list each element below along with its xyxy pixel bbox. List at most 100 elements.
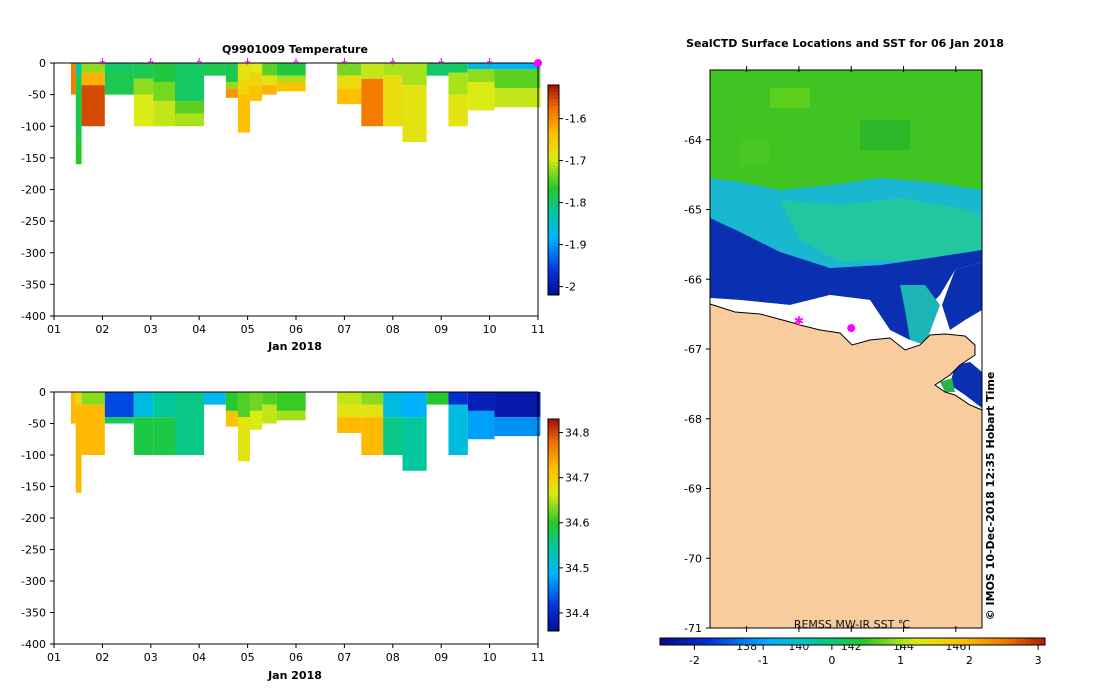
map-colorbar-segment	[785, 638, 791, 645]
profile-cell	[153, 81, 175, 101]
y-tick-label: -300	[21, 575, 46, 588]
map-colorbar-tick-label: -1	[758, 654, 769, 667]
y-tick-label: -300	[21, 247, 46, 260]
profile-cell	[237, 94, 251, 133]
colorbar-segment	[548, 235, 559, 240]
profile-cell	[467, 392, 495, 411]
map-colorbar-segment	[968, 638, 974, 645]
colorbar-segment	[548, 291, 559, 296]
map-colorbar-segment	[717, 638, 724, 645]
salinity-colorbar-frame	[547, 418, 560, 632]
x-tick-label: 04	[192, 651, 206, 664]
temperature-y-ticks: 0 -50 -100 -150 -200 -250 -300 -350 -400	[21, 57, 54, 323]
profile-cell	[467, 410, 495, 440]
profile-cell	[383, 392, 403, 418]
colorbar-segment	[548, 570, 559, 575]
map-colorbar-tick-label: 3	[1035, 654, 1042, 667]
colorbar-segment	[548, 606, 559, 611]
map-colorbar-segment	[664, 638, 671, 645]
colorbar-segment	[548, 137, 559, 142]
map-colorbar-segment	[804, 638, 810, 645]
colorbar-segment	[548, 567, 559, 572]
profile-cell	[448, 63, 468, 73]
temperature-cells	[70, 63, 541, 165]
y-tick-label: -200	[21, 512, 46, 525]
profile-cell	[104, 63, 134, 73]
map-colorbar-segment	[891, 638, 897, 645]
colorbar-segment	[548, 461, 559, 466]
profile-cell	[75, 75, 82, 139]
colorbar-segment	[548, 563, 559, 568]
colorbar-segment	[548, 221, 559, 226]
map-colorbar-segment	[818, 638, 825, 645]
y-tick-label: -250	[21, 215, 46, 228]
profile-cell	[153, 63, 175, 82]
map-colorbar-segment	[992, 638, 998, 645]
profile-marker	[341, 58, 347, 65]
map-colorbar-segment	[823, 638, 829, 645]
colorbar-segment	[548, 256, 559, 261]
profile-marker-current	[534, 59, 542, 67]
y-tick-label: -350	[21, 607, 46, 620]
colorbar-segment	[548, 144, 559, 149]
colorbar-tick-label: 34.6	[565, 517, 590, 530]
map-y-tick-label: -67	[684, 343, 702, 356]
colorbar-segment	[548, 274, 559, 278]
colorbar-segment	[548, 578, 559, 583]
colorbar-segment	[548, 535, 559, 540]
profile-cell	[250, 392, 263, 411]
profile-marker	[487, 58, 493, 65]
profile-cell	[494, 88, 541, 108]
colorbar-segment	[548, 134, 559, 138]
profile-cell	[225, 392, 238, 411]
profile-cell	[494, 63, 541, 70]
colorbar-segment	[548, 532, 559, 537]
map-colorbar-segment	[712, 638, 719, 645]
map-colorbar-segment	[828, 638, 834, 645]
colorbar-segment	[548, 585, 559, 590]
x-tick-label: 10	[483, 323, 497, 336]
map-y-ticks: -64 -65 -66 -67 -68 -69 -70 -71	[684, 134, 710, 635]
colorbar-segment	[548, 620, 559, 625]
map-colorbar-segment	[842, 638, 849, 645]
map-colorbar-segment	[693, 638, 699, 645]
profile-cell	[250, 63, 263, 73]
colorbar-segment	[548, 419, 559, 424]
map-colorbar-segment	[669, 638, 675, 645]
colorbar-segment	[548, 239, 559, 243]
map-colorbar-segment	[847, 638, 853, 645]
profile-cell	[175, 392, 205, 455]
colorbar-segment	[548, 588, 559, 593]
map-y-tick-label: -70	[684, 552, 702, 565]
profile-cell	[75, 63, 82, 76]
profile-cell	[361, 392, 384, 405]
x-tick-label: 09	[434, 651, 448, 664]
map-colorbar-segment	[746, 638, 752, 645]
colorbar-tick-label: -1.6	[565, 113, 586, 126]
y-tick-label: -150	[21, 152, 46, 165]
colorbar-tick-label: -1.7	[565, 155, 586, 168]
map-colorbar-segment	[708, 638, 714, 645]
profile-cell	[237, 417, 251, 462]
sst-band-mix	[900, 285, 940, 345]
profile-marker	[99, 58, 105, 65]
profile-cell	[70, 63, 76, 95]
colorbar-segment	[548, 288, 559, 292]
colorbar-segment	[548, 99, 559, 103]
colorbar-segment	[548, 204, 559, 208]
y-tick-label: 0	[39, 57, 46, 70]
profile-cell	[175, 63, 205, 101]
salinity-colorbar	[548, 419, 559, 632]
temperature-x-ticks: 01 02 03 04 05 06 07 08 09 10 11	[47, 316, 545, 336]
map-y-tick-label: -71	[684, 622, 702, 635]
map-colorbar-segment	[751, 638, 757, 645]
x-tick-label: 02	[95, 323, 109, 336]
colorbar-segment	[548, 169, 559, 173]
profile-cell	[153, 417, 175, 455]
map-x-ticks: 138 140 142 144 146	[736, 66, 966, 653]
colorbar-segment	[548, 482, 559, 487]
colorbar-segment	[548, 106, 559, 110]
colorbar-segment	[548, 193, 559, 198]
map-colorbar-segment	[688, 638, 695, 645]
profile-cell	[225, 63, 238, 82]
